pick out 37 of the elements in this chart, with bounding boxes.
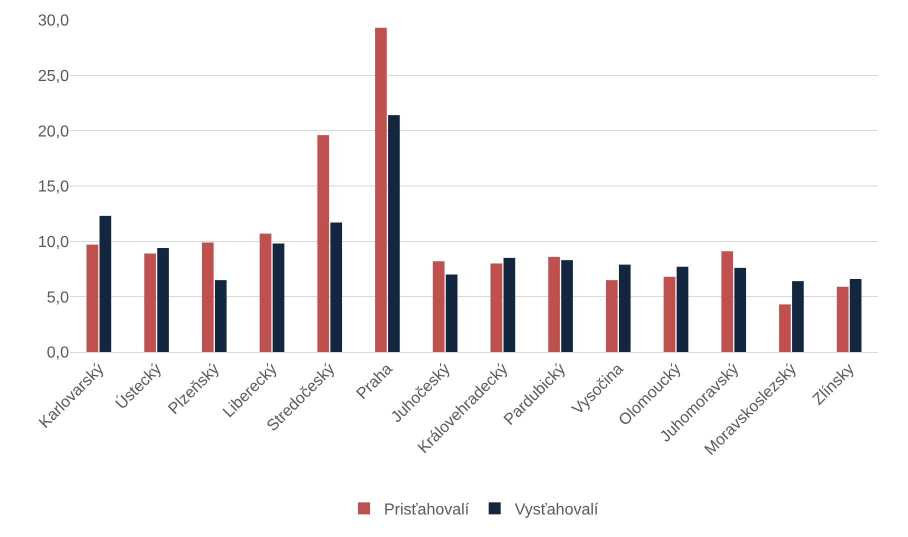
bar xyxy=(432,261,444,352)
y-tick-label: 10,0 xyxy=(38,234,70,251)
bar xyxy=(100,216,112,352)
bar xyxy=(850,278,862,352)
bar xyxy=(388,115,400,352)
legend-label: Vysťahovalí xyxy=(514,502,599,519)
bar xyxy=(561,260,573,352)
y-tick-label: 25,0 xyxy=(38,68,70,85)
bar xyxy=(272,244,284,352)
y-tick-label: 15,0 xyxy=(38,178,70,196)
bar xyxy=(792,281,804,352)
bar xyxy=(144,254,156,352)
bar xyxy=(330,222,342,352)
y-tick-label: 5,0 xyxy=(46,289,70,306)
bar xyxy=(260,234,272,352)
bar xyxy=(721,251,734,352)
bar xyxy=(446,274,458,352)
bar xyxy=(375,28,387,352)
legend-label: Prisťahovalí xyxy=(384,502,470,519)
y-tick-label: 30,0 xyxy=(38,12,70,30)
bar xyxy=(618,264,631,352)
bar xyxy=(664,276,676,352)
bar xyxy=(676,266,688,352)
bar xyxy=(202,242,214,352)
bar xyxy=(606,280,618,352)
bar xyxy=(157,248,169,352)
bar xyxy=(548,256,560,352)
y-tick-label: 20,0 xyxy=(38,123,70,140)
bar xyxy=(86,244,98,352)
bar xyxy=(490,263,502,352)
bar xyxy=(317,135,330,352)
y-tick-label: 0,0 xyxy=(46,344,70,362)
bar xyxy=(504,258,516,352)
bar xyxy=(734,268,746,352)
bar xyxy=(779,304,791,352)
bar xyxy=(214,280,227,352)
bar xyxy=(836,286,848,352)
